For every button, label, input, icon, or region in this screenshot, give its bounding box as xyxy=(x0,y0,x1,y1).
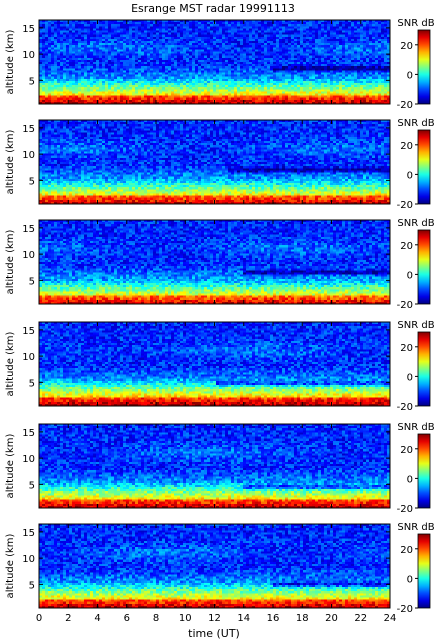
y-tick-label: 15 xyxy=(22,124,35,135)
colorbar-2 xyxy=(417,129,431,205)
colorbar-label: SNR dB xyxy=(397,320,434,331)
colorbar-label: SNR dB xyxy=(397,118,434,129)
colorbar-tick-label: 20 xyxy=(400,141,413,152)
colorbar-tick-label: 0 xyxy=(407,70,413,81)
colorbar-tick-label: 20 xyxy=(400,241,413,252)
y-tick-label: 5 xyxy=(29,176,35,187)
y-tick-label: 10 xyxy=(22,50,35,61)
y-tick-label: 15 xyxy=(22,326,35,337)
colorbar-tick-label: -20 xyxy=(397,402,413,413)
y-tick-label: 10 xyxy=(22,352,35,363)
panel-4: 5 10 15 altitude (km) SNR dB -20 0 20 xyxy=(5,320,435,413)
y-tick-label: 10 xyxy=(22,150,35,161)
figure-title: Esrange MST radar 19991113 xyxy=(131,2,295,15)
y-tick-label: 15 xyxy=(22,528,35,539)
x-tick-label: 14 xyxy=(237,613,250,624)
heatmap-5 xyxy=(39,424,390,508)
x-tick-label: 18 xyxy=(296,613,309,624)
x-tick-label: 20 xyxy=(325,613,338,624)
heatmap-4 xyxy=(39,322,390,406)
colorbar-label: SNR dB xyxy=(397,218,434,229)
x-tick-label: 6 xyxy=(124,613,130,624)
colorbar-tick-label: 20 xyxy=(400,343,413,354)
colorbar-4 xyxy=(417,331,431,407)
x-tick-label: 24 xyxy=(384,613,397,624)
panel-2: 5 10 15 altitude (km) SNR dB -20 0 20 xyxy=(5,118,435,211)
colorbar-6 xyxy=(417,533,431,609)
colorbar-tick-label: 0 xyxy=(407,372,413,383)
y-tick-label: 10 xyxy=(22,554,35,565)
heatmap-6 xyxy=(39,524,390,608)
y-axis-label: altitude (km) xyxy=(5,29,16,94)
y-tick-label: 5 xyxy=(29,480,35,491)
colorbar-3 xyxy=(417,229,431,305)
colorbar-tick-label: 20 xyxy=(400,545,413,556)
colorbar-label: SNR dB xyxy=(397,18,434,29)
heatmap-2 xyxy=(39,120,390,204)
y-tick-label: 5 xyxy=(29,276,35,287)
y-axis-label: altitude (km) xyxy=(5,433,16,498)
heatmap-3 xyxy=(39,220,390,304)
colorbar-tick-label: -20 xyxy=(397,200,413,211)
x-tick-label: 12 xyxy=(208,613,221,624)
y-axis-label: altitude (km) xyxy=(5,331,16,396)
x-tick-label: 0 xyxy=(36,613,42,624)
x-tick-label: 2 xyxy=(65,613,71,624)
x-tick-label: 10 xyxy=(179,613,192,624)
x-axis-label: time (UT) xyxy=(188,627,240,640)
y-tick-label: 10 xyxy=(22,250,35,261)
colorbar-tick-label: 20 xyxy=(400,445,413,456)
x-tick-label: 16 xyxy=(267,613,280,624)
y-tick-label: 5 xyxy=(29,378,35,389)
panel-5: 5 10 15 altitude (km) SNR dB -20 0 20 xyxy=(5,422,435,515)
y-tick-label: 10 xyxy=(22,454,35,465)
colorbar-tick-label: 0 xyxy=(407,170,413,181)
y-tick-label: 15 xyxy=(22,428,35,439)
colorbar-tick-label: 20 xyxy=(400,41,413,52)
colorbar-tick-label: -20 xyxy=(397,504,413,515)
colorbar-tick-label: 0 xyxy=(407,270,413,281)
panel-1: 5 10 15 altitude (km) SNR dB -20 0 20 xyxy=(5,18,435,111)
colorbar-1 xyxy=(417,29,431,105)
colorbar-tick-label: 0 xyxy=(407,474,413,485)
colorbar-5 xyxy=(417,433,431,509)
x-tick-label: 4 xyxy=(94,613,100,624)
y-tick-label: 5 xyxy=(29,580,35,591)
y-tick-label: 15 xyxy=(22,224,35,235)
panel-3: 5 10 15 altitude (km) SNR dB -20 0 20 xyxy=(5,218,435,311)
heatmap-1 xyxy=(39,20,390,104)
y-tick-label: 5 xyxy=(29,76,35,87)
y-axis-label: altitude (km) xyxy=(5,229,16,294)
colorbar-label: SNR dB xyxy=(397,522,434,533)
y-tick-label: 15 xyxy=(22,24,35,35)
colorbar-tick-label: -20 xyxy=(397,604,413,615)
x-tick-label: 22 xyxy=(354,613,367,624)
colorbar-tick-label: -20 xyxy=(397,100,413,111)
colorbar-tick-label: 0 xyxy=(407,574,413,585)
y-axis-label: altitude (km) xyxy=(5,129,16,194)
colorbar-label: SNR dB xyxy=(397,422,434,433)
x-tick-label: 8 xyxy=(153,613,159,624)
y-axis-label: altitude (km) xyxy=(5,533,16,598)
colorbar-tick-label: -20 xyxy=(397,300,413,311)
